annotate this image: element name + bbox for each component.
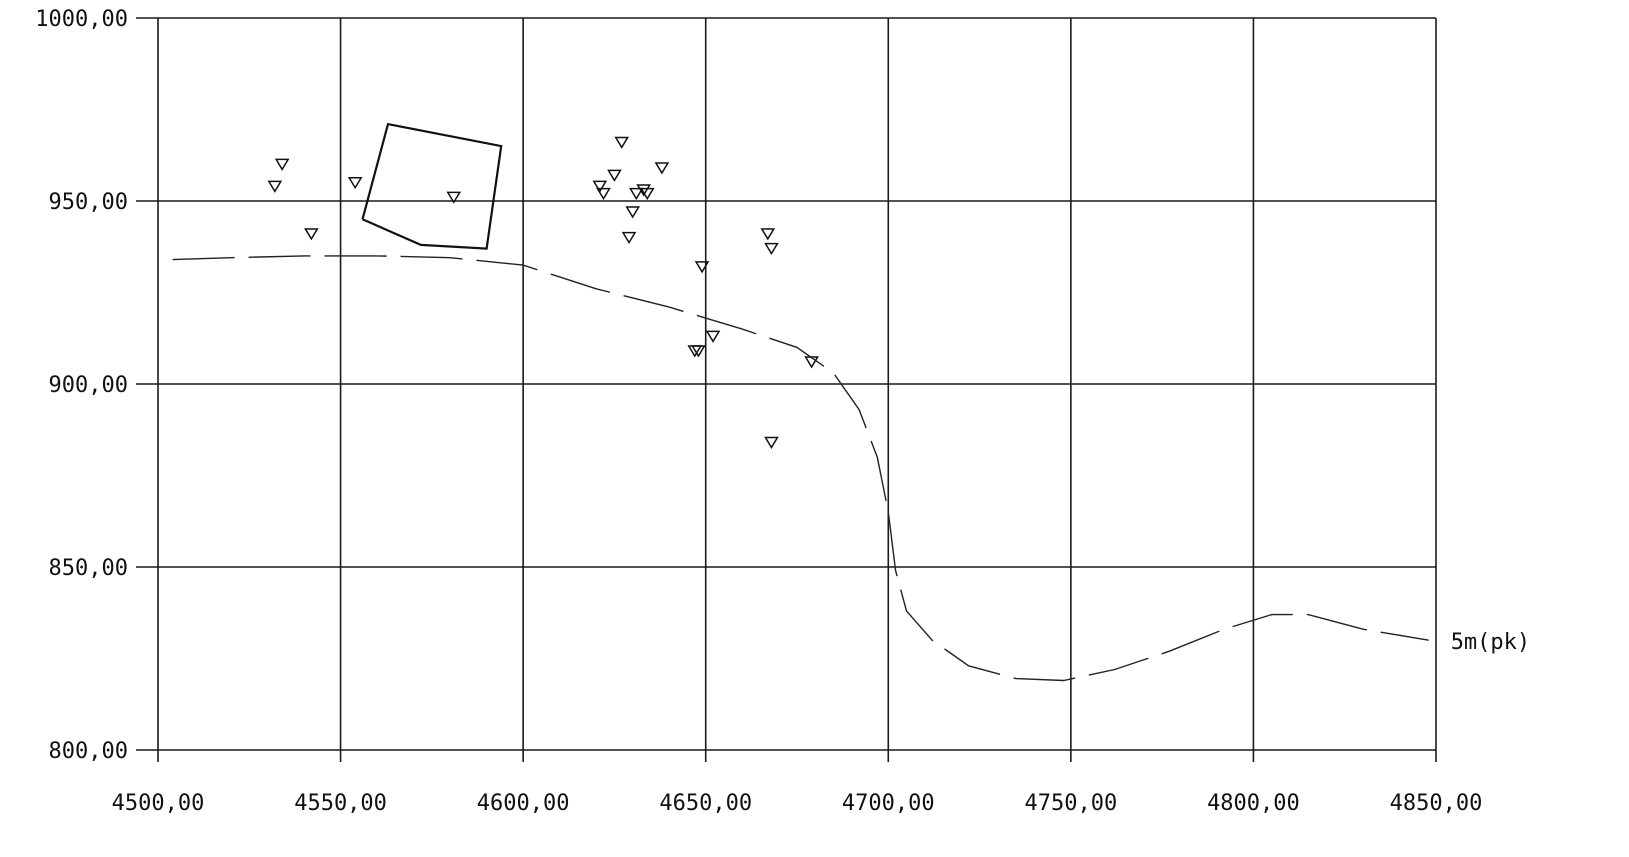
y-tick-label: 900,00 (49, 373, 128, 398)
triangle-marker (614, 136, 630, 149)
x-tick-label: 4650,00 (659, 791, 752, 816)
triangle-marker (764, 436, 779, 450)
y-tick-label: 850,00 (49, 556, 128, 581)
triangle-marker (625, 206, 641, 219)
triangle-marker (274, 158, 290, 171)
series-labels: 5m(pk) (1451, 630, 1530, 655)
x-tick-label: 4600,00 (477, 791, 570, 816)
triangle-marker (347, 176, 363, 190)
y-tick-label: 950,00 (49, 190, 128, 215)
x-tick-label: 4500,00 (112, 791, 205, 816)
y-tick-label: 1000,00 (35, 7, 128, 32)
x-tick-label: 4750,00 (1024, 791, 1117, 816)
x-tick-label: 4550,00 (294, 791, 387, 816)
triangle-marker (596, 187, 611, 201)
triangle-marker (304, 228, 319, 241)
x-tick-label: 4700,00 (842, 791, 935, 816)
x-axis-tick-labels: 4500,00 4550,00 4600,00 4650,00 4700,00 4750,… (112, 791, 1483, 816)
dashed-curve-series (172, 255, 1429, 682)
triangle-marker (804, 356, 819, 369)
x-tick-label: 4800,00 (1207, 791, 1300, 816)
triangle-marker (607, 169, 622, 182)
grid (136, 17, 1437, 762)
triangle-marker (705, 330, 721, 343)
triangle-marker (636, 184, 651, 197)
series-label: 5m(pk) (1451, 630, 1530, 655)
triangle-marker (267, 180, 283, 193)
triangle-marker (654, 162, 670, 175)
y-axis-tick-labels: 800,00 850,00 900,00 950,00 1000,00 (35, 7, 128, 764)
triangle-marker (760, 228, 776, 241)
triangle-marker (629, 187, 644, 201)
polygon-outline (361, 122, 503, 250)
curve-layer (172, 122, 1429, 682)
triangle-marker (691, 345, 706, 358)
triangle-marker (621, 231, 637, 245)
marker-layer (267, 136, 819, 450)
triangle-marker (694, 261, 710, 274)
triangle-marker (764, 242, 779, 256)
triangle-marker (639, 187, 655, 201)
y-tick-label: 800,00 (49, 739, 128, 764)
triangle-marker (592, 180, 608, 193)
triangle-marker (446, 191, 462, 204)
x-tick-label: 4850,00 (1390, 791, 1483, 816)
